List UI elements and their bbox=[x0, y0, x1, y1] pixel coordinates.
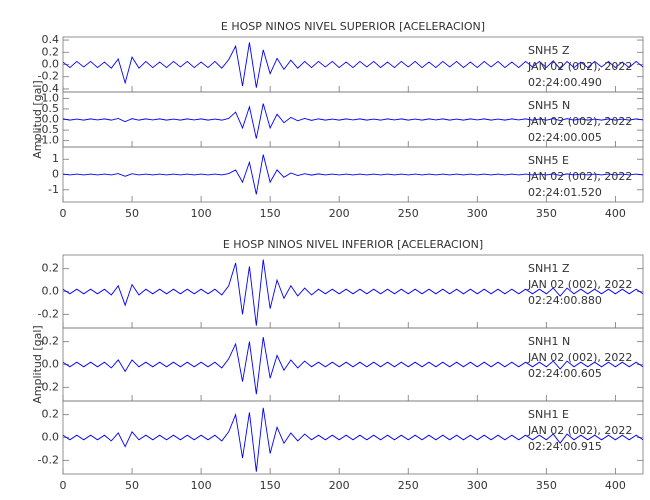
trace-annotation: JAN 02 (002), 2022 bbox=[527, 424, 632, 437]
trace-annotation: SNH1 Z bbox=[528, 262, 570, 275]
y-tick-label: -0.2 bbox=[38, 70, 59, 83]
trace-annotation: 02:24:00.605 bbox=[528, 367, 602, 380]
y-tick-label: 0.0 bbox=[42, 113, 60, 126]
trace-annotation: 02:24:00.490 bbox=[528, 76, 602, 89]
y-tick-label: 0 bbox=[52, 168, 59, 181]
x-tick-label: 250 bbox=[398, 207, 419, 220]
y-tick-label: 0.0 bbox=[42, 358, 60, 371]
y-tick-label: -0.2 bbox=[38, 380, 59, 393]
trace-annotation: JAN 02 (002), 2022 bbox=[527, 115, 632, 128]
trace-annotation: SNH5 Z bbox=[528, 44, 570, 57]
y-tick-label: -1 bbox=[48, 183, 59, 196]
chart-title: E HOSP NINOS NIVEL INFERIOR [ACELERACION… bbox=[223, 238, 483, 251]
y-tick-label: 0.5 bbox=[42, 102, 60, 115]
x-tick-label: 250 bbox=[398, 479, 419, 492]
trace-annotation: SNH1 N bbox=[528, 335, 570, 348]
trace-annotation: 02:24:00.005 bbox=[528, 131, 602, 144]
y-tick-label: 0.2 bbox=[42, 262, 60, 275]
y-axis-label: Amplitud [gal] bbox=[31, 325, 44, 403]
trace-annotation: SNH5 N bbox=[528, 99, 570, 112]
y-tick-label: -0.2 bbox=[38, 453, 59, 466]
chart-title: E HOSP NINOS NIVEL SUPERIOR [ACELERACION… bbox=[221, 20, 485, 33]
trace-annotation: 02:24:00.880 bbox=[528, 294, 602, 307]
trace-annotation: SNH5 E bbox=[528, 154, 569, 167]
x-tick-label: 50 bbox=[125, 479, 139, 492]
y-tick-label: -0.5 bbox=[38, 123, 59, 136]
y-tick-label: 0.4 bbox=[42, 33, 60, 46]
y-tick-label: 1 bbox=[52, 152, 59, 165]
waveform bbox=[62, 42, 644, 88]
x-tick-label: 350 bbox=[536, 207, 557, 220]
trace-annotation: JAN 02 (002), 2022 bbox=[527, 351, 632, 364]
x-tick-label: 0 bbox=[60, 207, 67, 220]
x-tick-label: 400 bbox=[605, 479, 626, 492]
y-tick-label: 1.0 bbox=[42, 91, 60, 104]
x-tick-label: 350 bbox=[536, 479, 557, 492]
waveform bbox=[62, 103, 644, 139]
waveform bbox=[62, 259, 644, 326]
x-tick-label: 300 bbox=[467, 207, 488, 220]
trace-annotation: JAN 02 (002), 2022 bbox=[527, 60, 632, 73]
y-tick-label: 0.0 bbox=[42, 285, 60, 298]
y-tick-label: -0.4 bbox=[38, 82, 59, 95]
x-tick-label: 0 bbox=[60, 479, 67, 492]
y-tick-label: -0.2 bbox=[38, 307, 59, 320]
x-tick-label: 200 bbox=[329, 479, 350, 492]
trace-annotation: 02:24:01.520 bbox=[528, 186, 602, 199]
y-tick-label: 0.2 bbox=[42, 45, 60, 58]
waveform bbox=[62, 407, 644, 472]
trace-annotation: JAN 02 (002), 2022 bbox=[527, 278, 632, 291]
x-tick-label: 100 bbox=[191, 479, 212, 492]
trace-annotation: SNH1 E bbox=[528, 408, 569, 421]
x-tick-label: 200 bbox=[329, 207, 350, 220]
x-tick-label: 400 bbox=[605, 207, 626, 220]
y-tick-label: -1.0 bbox=[38, 134, 59, 147]
y-tick-label: 0.2 bbox=[42, 408, 60, 421]
y-tick-label: 0.0 bbox=[42, 58, 60, 71]
x-tick-label: 150 bbox=[260, 479, 281, 492]
y-tick-label: 0.2 bbox=[42, 335, 60, 348]
x-tick-label: 300 bbox=[467, 479, 488, 492]
trace-annotation: JAN 02 (002), 2022 bbox=[527, 170, 632, 183]
waveform bbox=[62, 337, 644, 395]
trace-annotation: 02:24:00.915 bbox=[528, 440, 602, 453]
y-axis-label: Amplitud [gal] bbox=[31, 80, 44, 158]
x-tick-label: 100 bbox=[191, 207, 212, 220]
y-tick-label: 0.0 bbox=[42, 431, 60, 444]
waveform bbox=[62, 154, 644, 195]
x-tick-label: 50 bbox=[125, 207, 139, 220]
x-tick-label: 150 bbox=[260, 207, 281, 220]
